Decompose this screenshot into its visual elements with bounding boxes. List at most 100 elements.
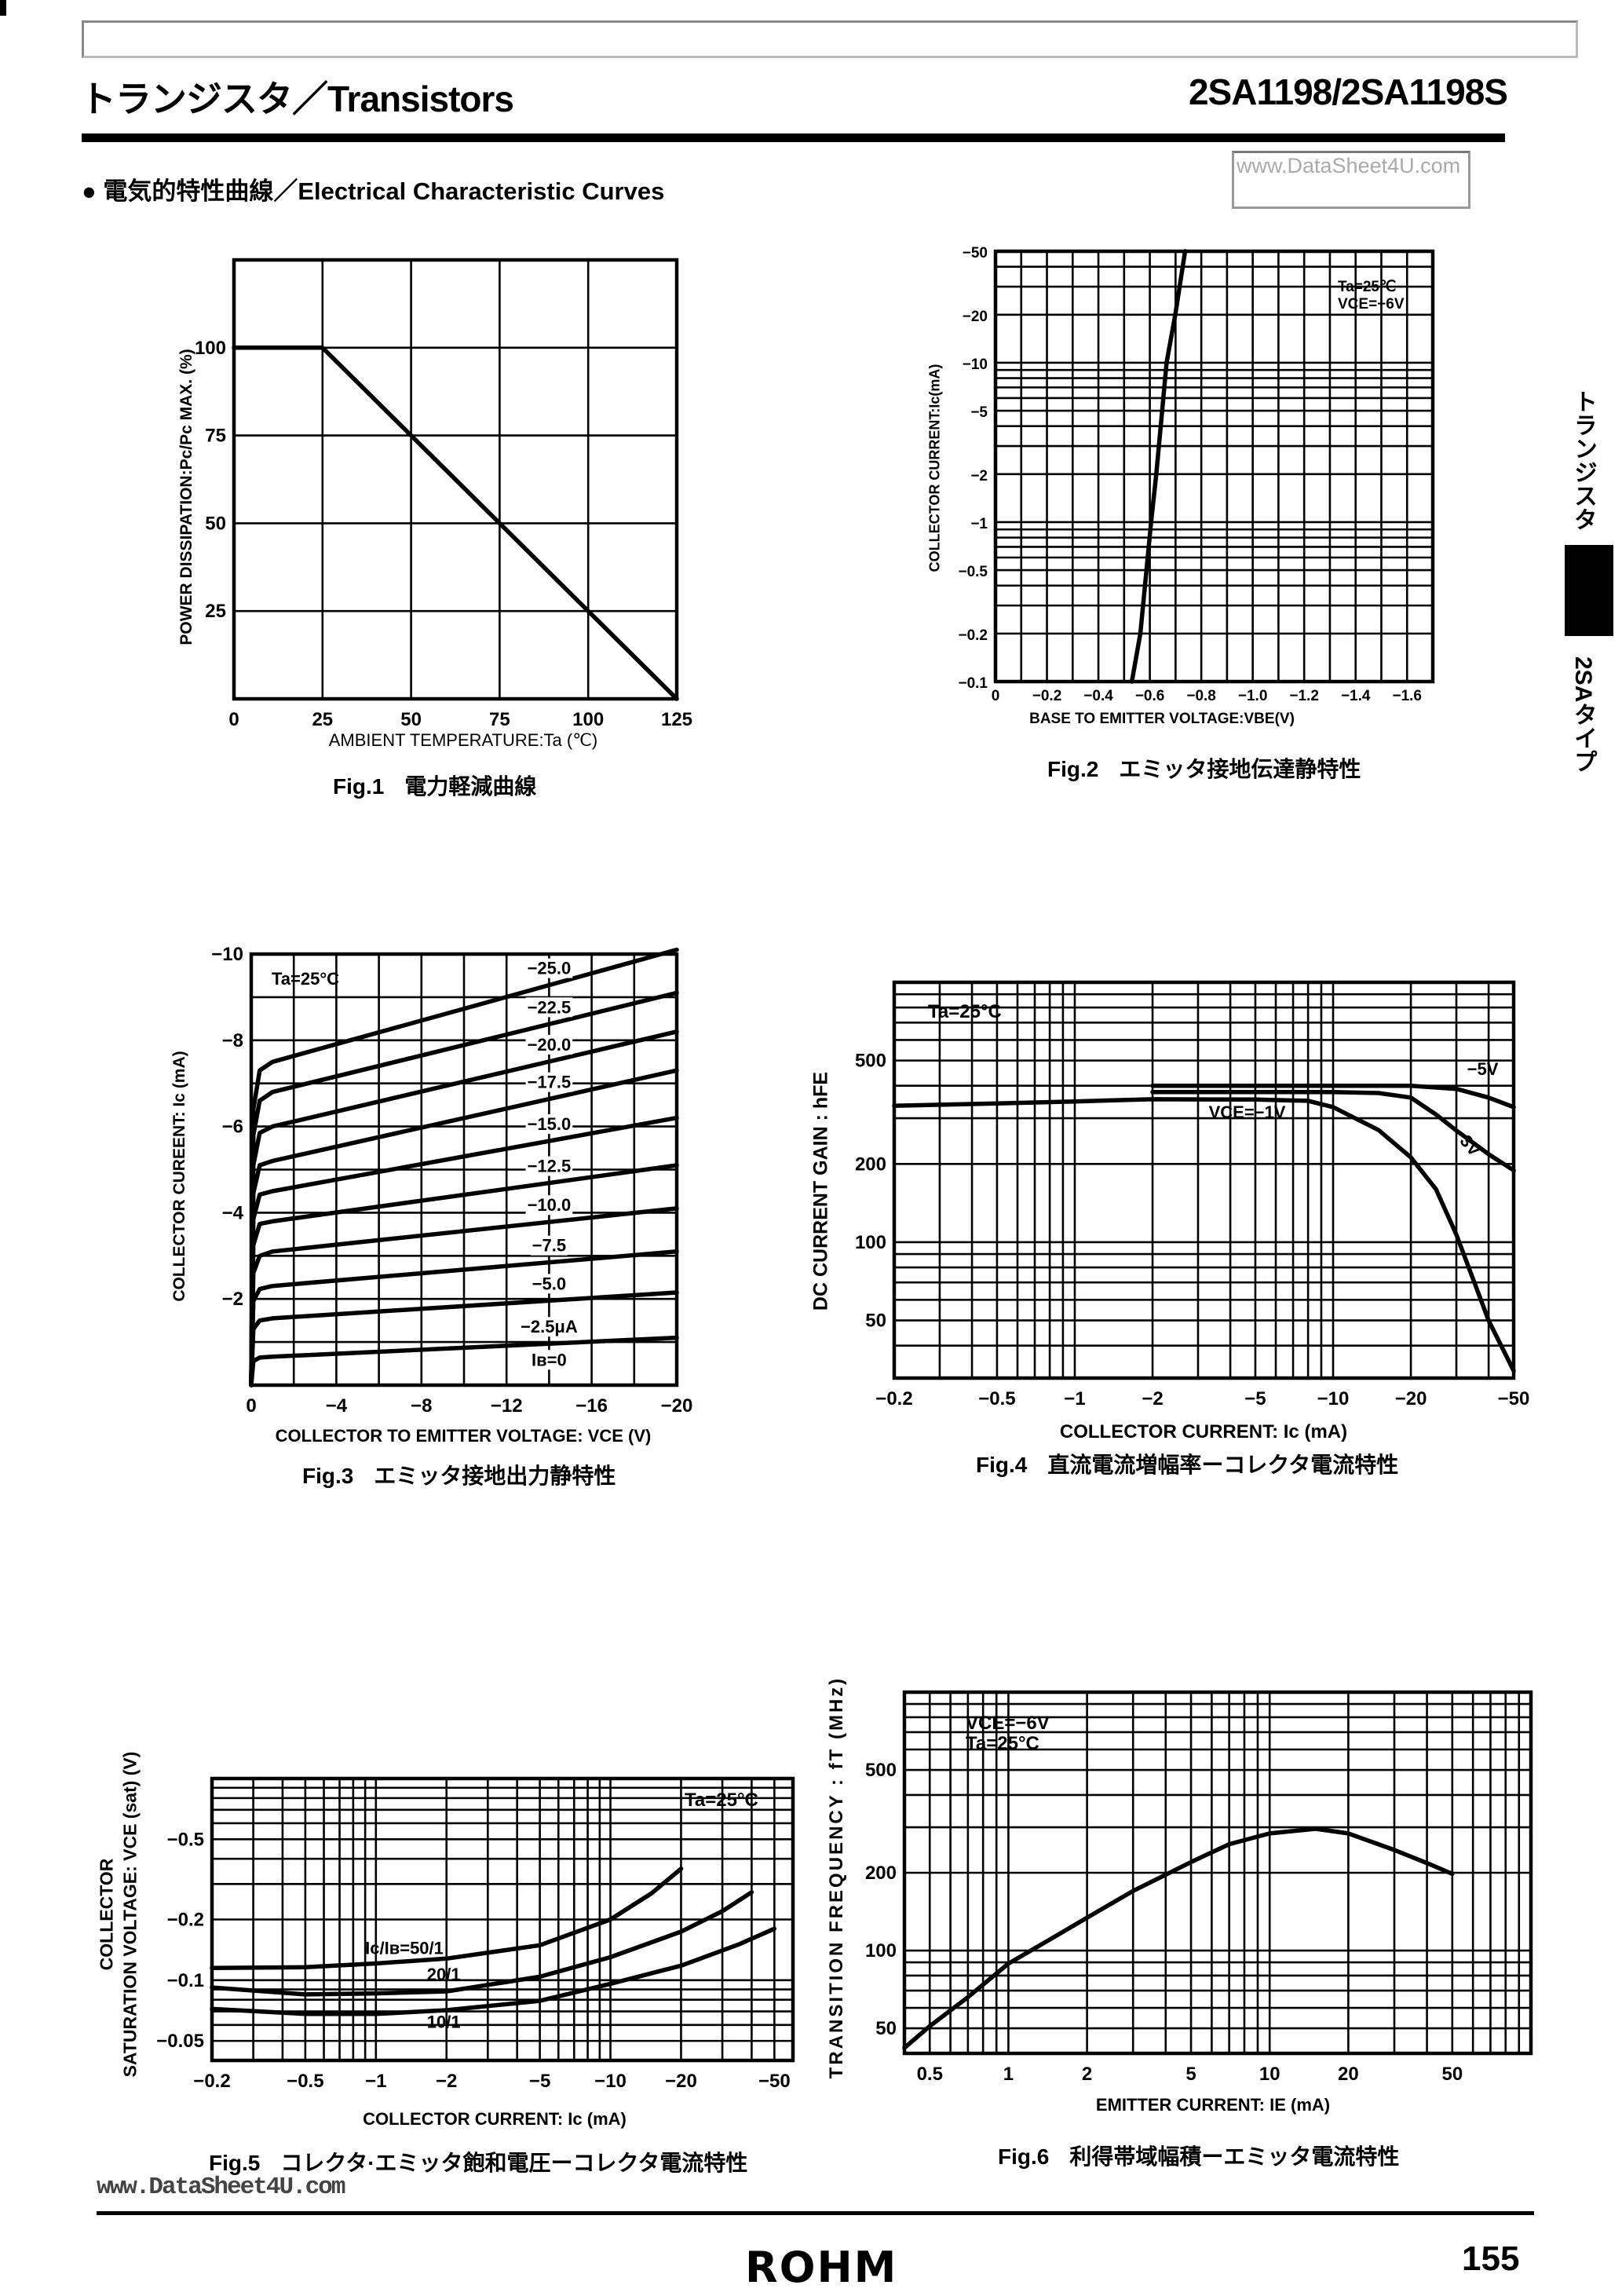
x-tick-label: −0.2 <box>1032 688 1062 704</box>
y-tick-label: 50 <box>205 513 226 534</box>
chart-fig6: 0.5 1 2 5 10 20 50 50 100 200 500 <box>865 1690 1533 2085</box>
x-tick-label: 0 <box>992 688 1000 704</box>
fig2-title: エミッタ接地伝達静特性 <box>1119 757 1361 781</box>
footer-rule <box>97 2211 1534 2215</box>
x-tick-label: −10 <box>1317 1388 1350 1409</box>
x-tick-label: 50 <box>400 709 422 730</box>
part-number: 2SA1198/2SA1198S <box>1188 71 1508 112</box>
y-tick-label: −10 <box>211 944 243 965</box>
y-tick-label: 500 <box>865 1760 897 1781</box>
x-tick-label: −5 <box>529 2071 550 2092</box>
series-line <box>892 1097 1516 1373</box>
x-tick-label: −2 <box>436 2071 457 2092</box>
plot-frame <box>902 1690 1533 2056</box>
fig1-title: 電力軽減曲線 <box>404 774 537 799</box>
watermark-link[interactable]: www.DataSheet4U.com <box>1237 154 1461 177</box>
fig1-xlabel: AMBIENT TEMPERATURE:Ta (℃) <box>328 730 598 750</box>
x-tick-label: −0.4 <box>1083 688 1113 704</box>
chart-fig5: Ic/Iʙ=50/1 20/1 10/1 −0.2 −0.5 −1 −2 −5 −10 −20 −5… <box>156 1776 795 2092</box>
x-tick-label: −20 <box>661 1395 693 1417</box>
y-tick-label: 100 <box>855 1232 886 1253</box>
chart-fig1: 0 25 50 75 100 125 25 50 75 100 <box>195 258 692 730</box>
label-mask <box>530 1350 568 1370</box>
side-tab-type: 2SAタイプ <box>1570 656 1596 773</box>
x-tick-label: −0.5 <box>287 2071 323 2092</box>
series-line <box>902 1826 1455 2050</box>
x-tick-label: 5 <box>1185 2064 1196 2085</box>
fig5-number: Fig.5 <box>209 2151 261 2175</box>
y-tick-label: 100 <box>865 1940 897 1961</box>
y-tick-label: 75 <box>205 426 226 447</box>
series-label: −7.5 <box>532 1236 566 1256</box>
x-tick-label: −0.5 <box>978 1388 1015 1409</box>
label-mask <box>525 1114 573 1135</box>
series-label: −20.0 <box>528 1035 572 1055</box>
x-tick-label: −50 <box>1498 1388 1530 1409</box>
x-tick-label: 10 <box>1259 2064 1280 2085</box>
y-tick-label: −8 <box>222 1030 243 1051</box>
x-tick-label: 0.5 <box>917 2064 943 2085</box>
label-mask <box>525 1195 573 1216</box>
label-mask <box>525 1156 573 1176</box>
x-tick-label: −1.2 <box>1289 688 1319 704</box>
x-tick-label: −4 <box>326 1395 348 1417</box>
label-mask <box>530 1235 568 1256</box>
plot-frame <box>892 980 1516 1380</box>
x-tick-label: −8 <box>411 1395 432 1417</box>
x-tick-label: −0.6 <box>1135 688 1165 704</box>
y-tick-label: −0.1 <box>167 1970 204 1991</box>
fig6-title: 利得帯域幅積ーエミッタ電流特性 <box>1069 2144 1400 2169</box>
series-line <box>210 1866 684 1970</box>
y-tick-label: −0.2 <box>167 1910 204 1931</box>
fig3-caption: Fig.3 エミッタ接地出力静特性 <box>302 1459 636 1490</box>
series-line <box>210 1926 777 2016</box>
y-tick-label: 100 <box>195 338 226 359</box>
y-tick-label: −0.5 <box>958 564 988 580</box>
series-label: −15.0 <box>528 1114 572 1134</box>
series-label: Ic/Iʙ=50/1 <box>365 1938 444 1958</box>
x-tick-label: −10 <box>594 2071 627 2092</box>
y-tick-label: 25 <box>205 601 226 622</box>
y-tick-label: −0.2 <box>958 627 988 644</box>
fig6-xlabel: EMITTER CURRENT: IE (mA) <box>1095 2095 1331 2115</box>
fig5-caption: Fig.5 コレクタ·エミッタ飽和電圧ーコレクタ電流特性 <box>209 2146 768 2177</box>
series-line <box>249 1290 679 1387</box>
chart-fig2: 0 −0.2 −0.4 −0.6 −0.8 −1.0 −1.2 −1.4 −1.6 −0.1 −0.… <box>958 245 1435 704</box>
y-tick-label: 500 <box>855 1051 886 1072</box>
y-tick-label: −20 <box>963 309 988 325</box>
plot-frame <box>210 1776 795 2063</box>
x-tick-label: −2 <box>1142 1388 1163 1409</box>
x-tick-label: −1.4 <box>1341 688 1371 704</box>
label-mask <box>525 1034 573 1055</box>
y-tick-label: −2 <box>222 1289 243 1310</box>
series-line <box>210 1890 754 1997</box>
page-number: 155 <box>1462 2239 1520 2278</box>
x-tick-label: −20 <box>1395 1388 1427 1409</box>
section-heading: ● 電気的特性曲線／Electrical Characteristic Curv… <box>82 177 665 205</box>
x-tick-label: −50 <box>758 2071 791 2092</box>
x-tick-label: 2 <box>1082 2064 1092 2085</box>
label-mask <box>530 1274 568 1294</box>
fig1-caption: Fig.1 電力軽減曲線 <box>333 770 557 801</box>
series-label: −12.5 <box>528 1157 572 1176</box>
rohm-logo: ROHM <box>745 2243 898 2292</box>
fig1-number: Fig.1 <box>333 774 385 799</box>
label-mask <box>525 958 573 978</box>
fig3-title: エミッタ接地出力静特性 <box>374 1464 616 1488</box>
series-label: −17.5 <box>528 1073 572 1092</box>
x-tick-label: −1.6 <box>1392 688 1422 704</box>
fig5-title: コレクタ·エミッタ飽和電圧ーコレクタ電流特性 <box>280 2151 748 2175</box>
y-tick-label: −4 <box>222 1202 244 1223</box>
series-line <box>249 1335 679 1387</box>
header-rule <box>82 133 1505 142</box>
x-tick-label: 20 <box>1338 2064 1359 2085</box>
x-tick-label: 0 <box>246 1395 256 1417</box>
footer-watermark-link[interactable]: www.DataSheet4U.com <box>97 2174 345 2201</box>
x-tick-label: −16 <box>575 1395 608 1417</box>
x-tick-label: −0.2 <box>875 1388 912 1409</box>
plot-frame <box>232 258 679 701</box>
series-label: Iʙ=0 <box>532 1350 567 1369</box>
series-label: −2.5μA <box>521 1317 578 1336</box>
